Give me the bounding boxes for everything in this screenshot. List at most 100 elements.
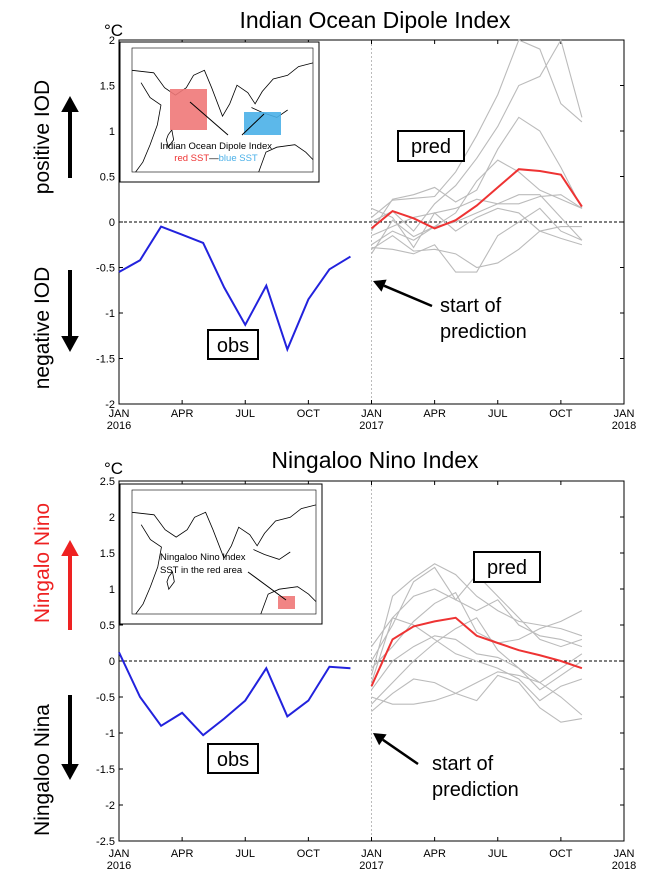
inset-pointer — [241, 113, 265, 136]
asia-coastline — [131, 504, 317, 560]
chart-panel-2: Ningaloo Nino Index °C2.5 2 1.5 1 0.5 0 -0.5 -1 -… — [31, 447, 636, 872]
unit-label: °C — [104, 21, 123, 40]
x-tick-label: JAN 2017 — [359, 848, 383, 872]
y-tick-label: 0 — [109, 217, 115, 229]
pred-mean-line — [370, 616, 583, 687]
y-tick-label: 1.5 — [100, 81, 115, 93]
negative-arrow-head — [61, 336, 79, 352]
obs-line — [118, 651, 351, 737]
ensemble-member-line — [371, 617, 583, 705]
start-of-prediction-label: start of prediction — [432, 753, 519, 801]
x-tick-label: JUL — [235, 408, 255, 420]
australia-coastline — [258, 144, 314, 173]
positive-phase-label: Ningalo Nino — [31, 503, 54, 623]
negative-phase-label: Ningaloo Nina — [31, 704, 54, 836]
x-tick-label: JAN 2017 — [359, 408, 383, 432]
unit-label: °C — [104, 459, 123, 478]
ensemble-member-line — [371, 116, 583, 232]
x-tick-label: JAN 2016 — [107, 408, 131, 432]
y-tick-label: -2 — [105, 800, 115, 812]
obs-label-box — [207, 329, 259, 360]
start-of-prediction-label: start of prediction — [440, 295, 527, 343]
pred-mean-line — [370, 168, 583, 230]
y-tick-label: -1 — [105, 308, 115, 320]
y-tick-label: 2 — [109, 35, 115, 47]
inset-title: Ningaloo Nino Index — [160, 552, 246, 563]
y-tick-label: 2 — [109, 512, 115, 524]
y-tick-label: 0.5 — [100, 172, 115, 184]
ensemble-member-line — [370, 588, 583, 683]
x-tick-label: OCT — [297, 848, 321, 860]
obs-line — [118, 225, 351, 353]
positive-arrow-head — [61, 540, 79, 556]
ensemble-member-line — [371, 230, 583, 269]
x-tick-label: OCT — [297, 408, 321, 420]
chart-title: Ningaloo Nino Index — [271, 447, 479, 473]
ensemble-member-line — [371, 635, 583, 691]
pred-label-box — [473, 551, 541, 583]
x-tick-label: JAN 2016 — [107, 848, 131, 872]
y-tick-label: 1 — [109, 584, 115, 596]
x-tick-label: OCT — [549, 848, 573, 860]
x-tick-label: JUL — [488, 408, 508, 420]
negative-phase-label: negative IOD — [31, 267, 54, 390]
africa-coastline — [135, 82, 162, 173]
inset-pointer — [189, 101, 229, 136]
x-tick-label: JAN 2018 — [612, 848, 636, 872]
ensemble-member-line — [371, 617, 583, 702]
positive-phase-label: positive IOD — [31, 80, 54, 194]
x-tick-label: JUL — [235, 848, 255, 860]
ensemble-member-line — [371, 194, 583, 237]
y-tick-label: 2.5 — [100, 476, 115, 488]
start-arrow-head — [373, 733, 387, 746]
obs-label: obs — [217, 749, 249, 771]
obs-label: obs — [217, 335, 249, 357]
madagascar-coastline — [166, 570, 175, 591]
y-tick-label: -0.5 — [96, 263, 115, 275]
x-tick-label: APR — [423, 408, 446, 420]
madagascar-coastline — [165, 128, 175, 149]
east-box-blue — [244, 112, 281, 135]
y-tick-label: 1.5 — [100, 548, 115, 560]
australia-coastline — [260, 586, 317, 615]
positive-arrow-head — [61, 96, 79, 112]
pred-label: pred — [487, 557, 527, 579]
map-frame — [131, 489, 317, 615]
y-tick-label: 0 — [109, 656, 115, 668]
start-arrow-shaft — [382, 738, 419, 766]
x-tick-label: APR — [171, 408, 194, 420]
inset-pointer — [247, 571, 287, 601]
ensemble-member-line — [371, 207, 582, 249]
chart-title: Indian Ocean Dipole Index — [239, 7, 511, 33]
ensemble-member-line — [371, 207, 583, 273]
x-tick-label: APR — [423, 848, 446, 860]
inset-legend: red SST—blue SST — [174, 153, 258, 164]
ningaloo-box-red — [278, 596, 295, 609]
chart-panel-1: Indian Ocean Dipole Index °C2 1.5 1 0.5 0 -0.5… — [31, 7, 636, 432]
inset-map: Ningaloo Nino Index SST in the red area — [119, 483, 323, 625]
start-arrow-head — [373, 279, 387, 292]
x-tick-label: OCT — [549, 408, 573, 420]
inset-title: Indian Ocean Dipole Index — [160, 141, 272, 152]
ensemble-member-line — [371, 671, 583, 716]
map-frame — [131, 47, 314, 173]
y-tick-label: -1.5 — [96, 764, 115, 776]
obs-label-box — [207, 743, 259, 774]
y-tick-label: -1 — [105, 728, 115, 740]
y-tick-label: -1.5 — [96, 354, 115, 366]
pred-label-box — [397, 130, 465, 162]
africa-coastline — [135, 524, 162, 615]
start-arrow-shaft — [383, 284, 433, 308]
ensemble-member-line — [371, 39, 583, 218]
indonesia-coastline — [253, 549, 291, 560]
west-box-red — [170, 89, 207, 130]
x-tick-label: APR — [171, 848, 194, 860]
inset-frame — [119, 41, 320, 183]
y-tick-label: -0.5 — [96, 692, 115, 704]
ensemble-member-line — [371, 159, 583, 255]
y-tick-label: -2.5 — [96, 836, 115, 848]
ensemble-member-line — [371, 38, 583, 232]
y-tick-label: -2 — [105, 399, 115, 411]
